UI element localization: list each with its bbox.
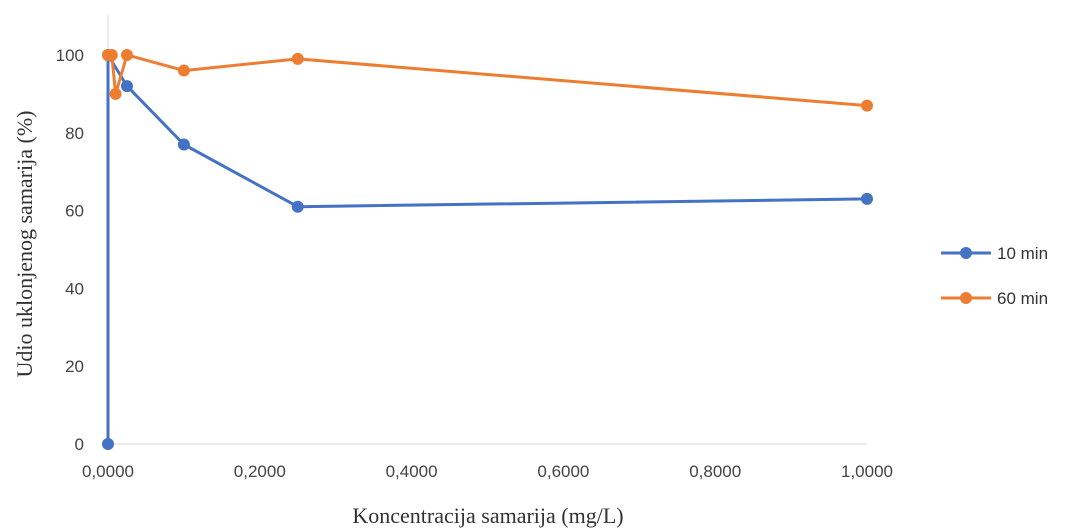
legend-label-60-min: 60 min xyxy=(997,289,1048,308)
data-point-10-min xyxy=(102,438,114,450)
x-tick-labels: 0,0000 0,2000 0,4000 0,6000 0,8000 1,0000 xyxy=(82,462,893,481)
x-tick-label: 0,0000 xyxy=(82,462,134,481)
y-tick-label: 20 xyxy=(65,357,84,376)
x-tick-label: 0,6000 xyxy=(537,462,589,481)
y-tick-label: 80 xyxy=(65,124,84,143)
x-axis-title: Koncentracija samarija (mg/L) xyxy=(352,503,623,528)
data-point-60-min xyxy=(861,99,873,112)
y-tick-label: 60 xyxy=(65,202,84,221)
y-tick-label: 100 xyxy=(56,46,84,65)
y-axis-title: Udio uklonjenog samarija (%) xyxy=(12,111,37,378)
y-tick-label: 0 xyxy=(75,435,84,454)
axes xyxy=(107,15,867,445)
legend-label-10-min: 10 min xyxy=(997,244,1048,263)
data-point-60-min xyxy=(109,87,122,100)
series-line-10-min xyxy=(106,53,868,444)
series-line-60-min xyxy=(108,53,868,108)
x-tick-label: 0,4000 xyxy=(386,462,438,481)
legend-marker-60-min xyxy=(960,292,972,304)
data-point-60-min xyxy=(291,52,304,65)
y-tick-labels: 0 20 40 60 80 100 xyxy=(56,46,84,454)
data-point-10-min xyxy=(861,192,873,205)
y-tick-label: 40 xyxy=(65,279,84,298)
data-point-60-min xyxy=(177,64,190,77)
data-point-10-min xyxy=(291,200,304,213)
x-tick-label: 1,0000 xyxy=(841,462,893,481)
legend-marker-10-min xyxy=(960,247,972,259)
x-tick-label: 0,8000 xyxy=(689,462,741,481)
legend: 10 min 60 min xyxy=(941,244,1048,308)
data-point-60-min xyxy=(120,49,133,61)
x-tick-label: 0,2000 xyxy=(234,462,286,481)
data-point-10-min xyxy=(177,138,190,151)
plot-area xyxy=(102,49,873,450)
data-point-60-min xyxy=(105,49,118,61)
data-point-10-min xyxy=(120,80,133,93)
